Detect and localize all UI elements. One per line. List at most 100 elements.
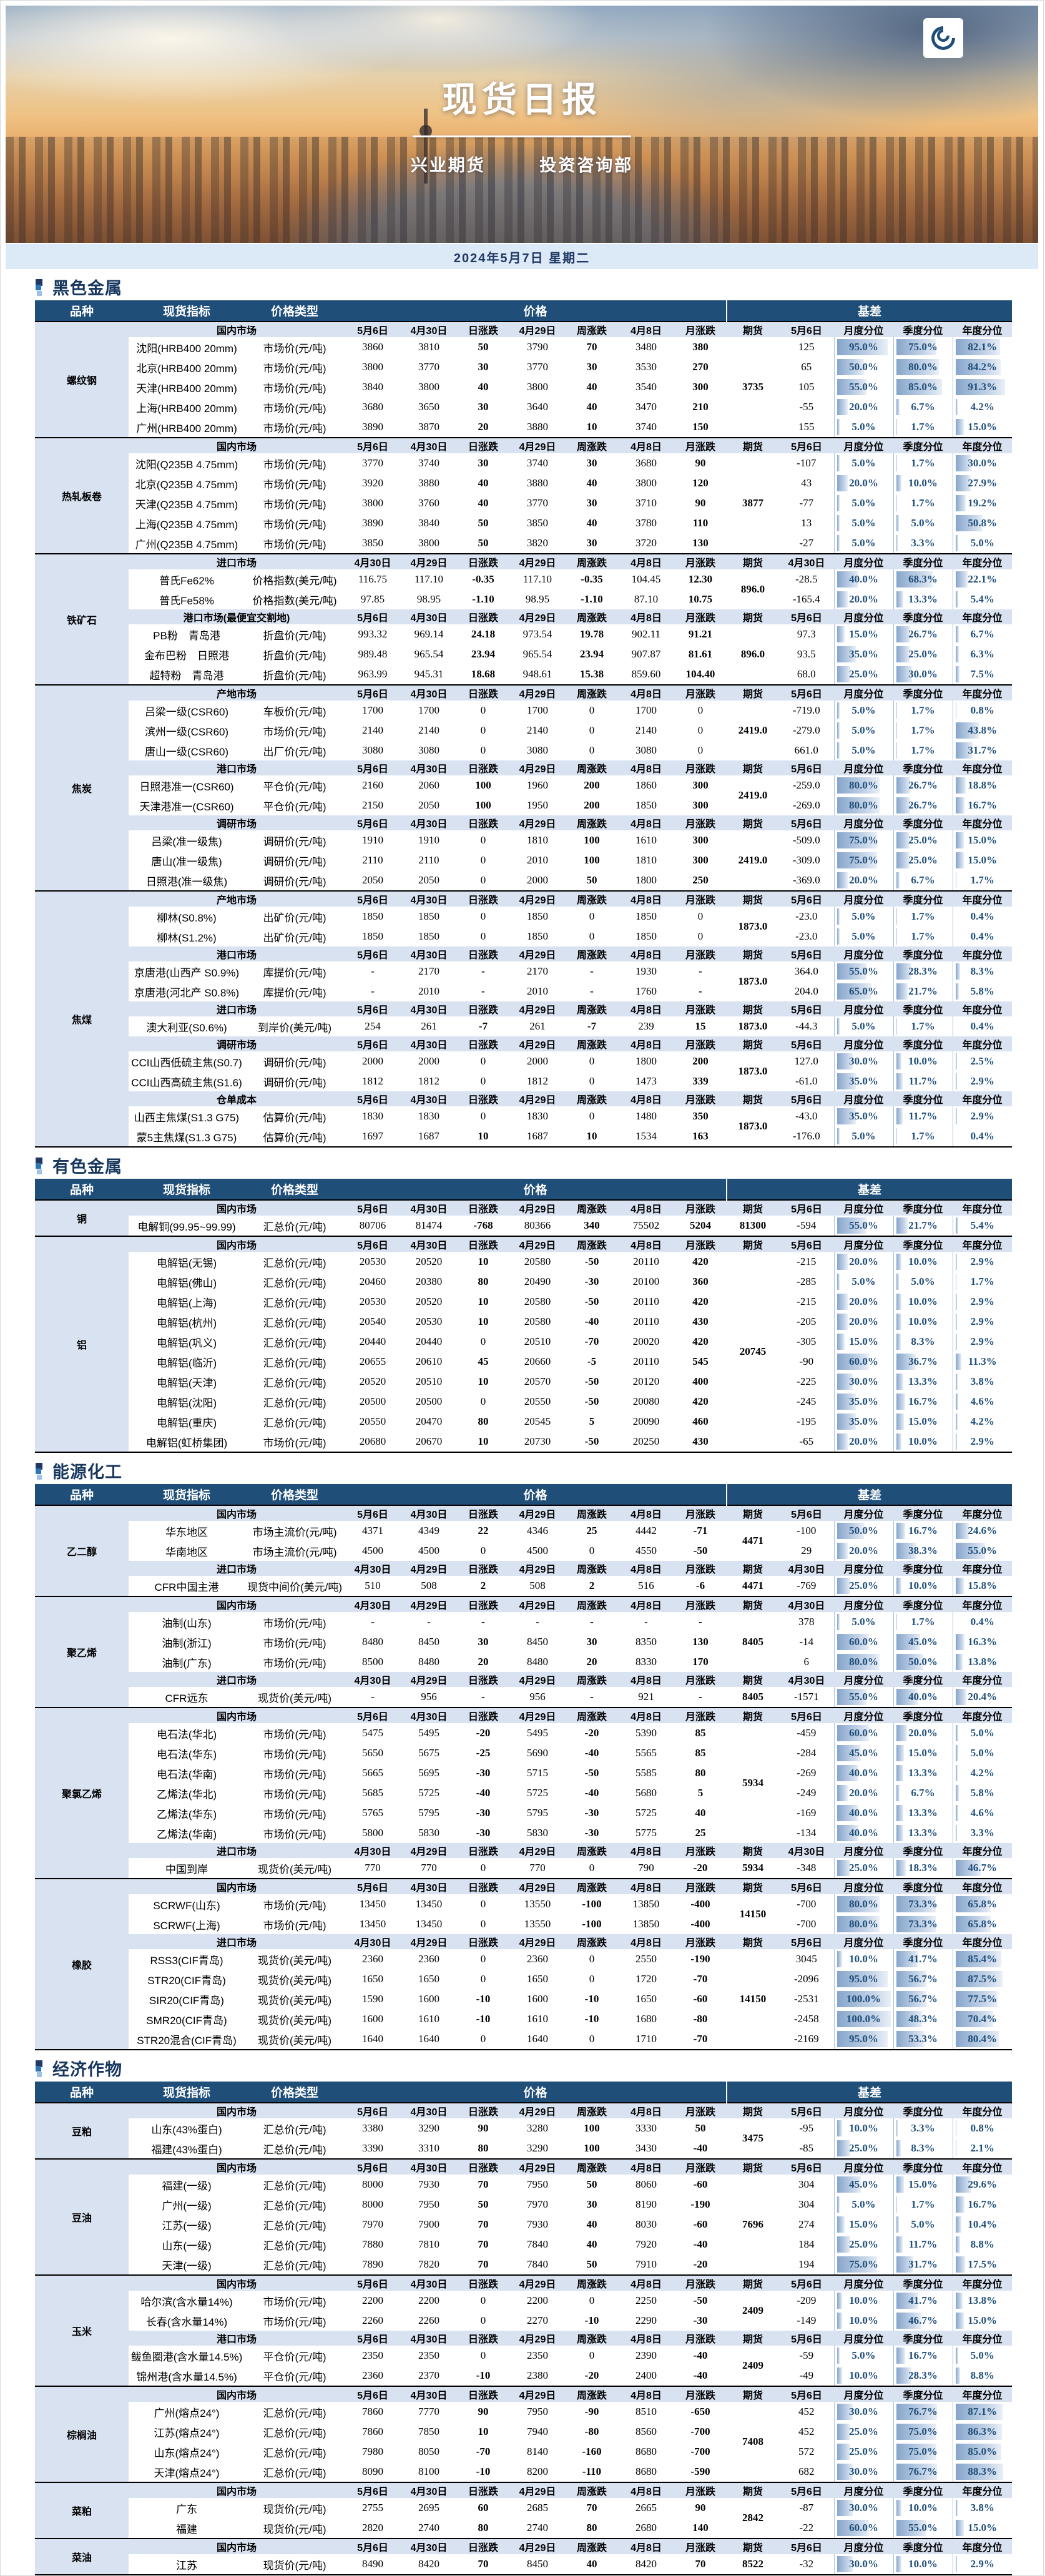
price-value-cell: 7970 <box>345 2215 401 2234</box>
price-value-cell: 3890 <box>345 513 401 533</box>
price-value-cell: 4346 <box>509 1521 566 1541</box>
price-value-cell: 3760 <box>401 493 457 513</box>
percentile-cell: 55.0% <box>834 1687 893 1708</box>
price-value-cell: 790 <box>618 1858 674 1879</box>
date-column-label: 5月6日 <box>345 322 401 337</box>
percentile-cell: 5.0% <box>893 1272 953 1292</box>
futures-price-cell: 1873.0 <box>727 1106 779 1147</box>
percentile-value: 2.9% <box>956 1294 1010 1310</box>
price-value-cell: 2360 <box>345 2366 401 2386</box>
section-title-text: 黑色金属 <box>52 275 122 299</box>
price-value-cell: 20550 <box>345 1412 401 1432</box>
basis-value-cell: -49 <box>779 2366 834 2386</box>
change-value-cell: 340 <box>566 1216 618 1236</box>
percentile-label: 月度分位 <box>834 1001 893 1016</box>
date-column-label: 月涨跌 <box>674 946 727 961</box>
indicator-cell: 乙烯法(华北) <box>129 1783 245 1803</box>
futures-label: 期货 <box>727 554 779 569</box>
percentile-value: 53.3% <box>896 2031 950 2047</box>
price-value-cell: 117.10 <box>401 569 457 589</box>
percentile-value: 20.4% <box>956 1689 1010 1705</box>
indicator-cell: 华南地区 <box>129 1541 245 1561</box>
price-value-cell: 1650 <box>618 1989 674 2009</box>
basis-date-label: 5月6日 <box>779 685 834 701</box>
dept-name: 投资咨询部 <box>539 156 633 175</box>
futures-price-cell: 2409 <box>727 2291 779 2331</box>
price-value-cell: 20500 <box>345 1392 401 1412</box>
percentile-value: 30.0% <box>837 1053 891 1069</box>
price-value-cell: 1640 <box>401 2029 457 2050</box>
percentile-label: 季度分位 <box>893 438 953 453</box>
percentile-cell: 25.0% <box>834 1858 893 1879</box>
indicator-cell: SMR20(CIF青岛) <box>129 2009 245 2029</box>
basis-value-cell: -85 <box>779 2138 834 2159</box>
price-type-cell: 现货价(美元/吨) <box>245 1969 345 1989</box>
price-value-cell: 5585 <box>618 1763 674 1783</box>
price-value-cell: 20110 <box>618 1252 674 1272</box>
date-column-label: 4月29日 <box>509 1561 566 1576</box>
percentile-label: 年度分位 <box>953 2539 1012 2554</box>
percentile-cell: 80.0% <box>834 795 893 815</box>
price-type-cell: 汇总价(元/吨) <box>245 1352 345 1372</box>
date-column-label: 4月30日 <box>401 2331 457 2346</box>
date-column-label: 4月29日 <box>509 760 566 775</box>
change-value-cell: 400 <box>674 1372 727 1392</box>
percentile-value: 5.0% <box>837 2347 891 2364</box>
price-value-cell: 7980 <box>345 2442 401 2462</box>
percentile-cell: 10.0% <box>834 2311 893 2331</box>
price-value-cell: 1850 <box>618 795 674 815</box>
percentile-label: 月度分位 <box>834 1879 893 1894</box>
change-value-cell: -60 <box>674 1989 727 2009</box>
date-column-label: 月涨跌 <box>674 760 727 775</box>
percentile-value: 0.8% <box>956 702 1010 719</box>
indicator-cell: 电石法(华北) <box>129 1723 245 1743</box>
percentile-value: 13.3% <box>896 1825 950 1841</box>
percentile-label: 季度分位 <box>893 2331 953 2346</box>
percentile-label: 季度分位 <box>893 322 953 337</box>
price-value-cell: 5675 <box>401 1743 457 1763</box>
basis-value-cell: -59 <box>779 2346 834 2366</box>
date-column-label: 4月30日 <box>345 554 401 569</box>
price-value-cell: 2290 <box>618 2311 674 2331</box>
date-column-label: 5月6日 <box>345 760 401 775</box>
percentile-cell: 18.3% <box>893 1858 953 1879</box>
basis-value-cell: -165.4 <box>779 589 834 609</box>
change-value-cell: -30 <box>566 1272 618 1292</box>
price-type-cell: 市场价(元/吨) <box>245 1632 345 1652</box>
col-price-type: 价格类型 <box>245 1484 345 1505</box>
price-type-cell: 汇总价(元/吨) <box>245 2442 345 2462</box>
percentile-value: 4.2% <box>956 399 1010 415</box>
date-column-label: 5月6日 <box>345 1708 401 1723</box>
percentile-value: 55.0% <box>837 1217 891 1234</box>
percentile-cell: 80.0% <box>834 1894 893 1914</box>
change-value-cell: 420 <box>674 1392 727 1412</box>
percentile-value: 25.0% <box>837 2444 891 2460</box>
percentile-cell: 0.4% <box>953 1016 1012 1036</box>
percentile-value: 20.0% <box>837 591 891 607</box>
basis-value-cell: -269.0 <box>779 795 834 815</box>
percentile-cell: 13.3% <box>893 1823 953 1843</box>
change-value-cell: - <box>566 1612 618 1632</box>
date-column-label: 4月29日 <box>509 1879 566 1894</box>
percentile-value: 10.0% <box>896 1433 950 1450</box>
change-value-cell: 40 <box>566 473 618 493</box>
change-value-cell: - <box>674 981 727 1001</box>
change-value-cell: -700 <box>674 2442 727 2462</box>
price-type-cell: 市场价(元/吨) <box>245 417 345 438</box>
percentile-value: 5.0% <box>896 1274 950 1290</box>
change-value-cell: 70 <box>674 2554 727 2575</box>
percentile-value: 1.7% <box>956 1274 1010 1290</box>
change-value-cell: 0 <box>457 1949 509 1969</box>
date-column-label: 月涨跌 <box>674 685 727 701</box>
percentile-cell: 5.0% <box>834 1272 893 1292</box>
basis-value-cell: 204.0 <box>779 981 834 1001</box>
percentile-cell: 11.7% <box>893 1106 953 1126</box>
